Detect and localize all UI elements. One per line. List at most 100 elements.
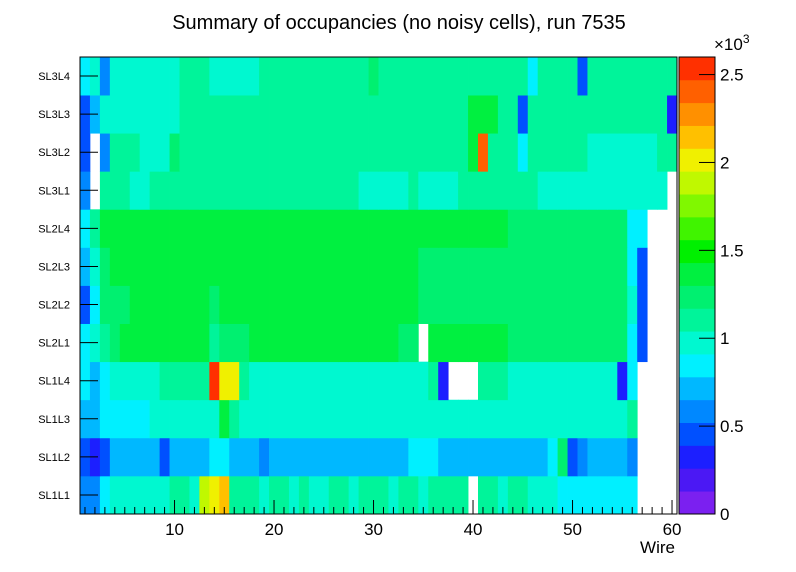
heatmap-cell <box>527 399 539 439</box>
heatmap-cell <box>428 171 439 210</box>
colorbar-frame <box>678 56 716 515</box>
heatmap-cell <box>219 475 230 515</box>
heatmap-cell <box>229 171 240 210</box>
heatmap-cell <box>199 323 210 363</box>
heatmap-cell <box>517 133 529 172</box>
heatmap-cell <box>169 437 180 477</box>
heatmap-cell <box>149 323 160 363</box>
heatmap-cell <box>159 437 170 477</box>
heatmap-cell <box>567 399 578 439</box>
heatmap-cell <box>617 475 628 515</box>
heatmap-cell <box>517 95 529 134</box>
heatmap-cell <box>468 133 479 172</box>
y-tick-label: SL1L4 <box>38 376 70 388</box>
heatmap-cell <box>239 285 250 324</box>
heatmap-cell <box>239 57 250 96</box>
heatmap-cell <box>139 323 151 363</box>
heatmap-cell <box>478 399 489 439</box>
heatmap-cell <box>149 437 160 477</box>
heatmap-cell <box>139 399 151 439</box>
heatmap-cell <box>577 209 588 248</box>
heatmap-cell <box>348 475 359 515</box>
heatmap-cell <box>179 209 190 248</box>
heatmap-cell <box>308 361 320 401</box>
heatmap-cell <box>159 171 170 210</box>
heatmap-cell <box>617 285 628 324</box>
heatmap-cell <box>298 247 310 286</box>
heatmap-cell <box>647 171 658 210</box>
heatmap-cell <box>298 323 310 363</box>
heatmap-cell <box>308 323 320 363</box>
heatmap-cell <box>497 361 509 401</box>
heatmap-cell <box>358 399 369 439</box>
heatmap-cell <box>99 209 111 248</box>
heatmap-cell <box>547 247 558 286</box>
heatmap-cell <box>408 475 419 515</box>
heatmap-cell <box>527 57 539 96</box>
heatmap-cell <box>418 95 429 134</box>
heatmap-cell <box>139 133 151 172</box>
colorbar-segment <box>679 422 715 446</box>
heatmap-cell <box>99 437 111 477</box>
heatmap-cell <box>229 285 240 324</box>
heatmap-cell <box>597 285 608 324</box>
heatmap-cell <box>557 437 568 477</box>
heatmap-cell <box>428 475 439 515</box>
y-tick-label: SL3L3 <box>38 109 70 121</box>
heatmap-cell <box>408 209 419 248</box>
y-tick-label: SL3L1 <box>38 185 70 197</box>
heatmap-cell <box>368 437 379 477</box>
heatmap-cell <box>259 133 270 172</box>
heatmap-cell <box>607 475 618 515</box>
heatmap-cell <box>219 399 230 439</box>
heatmap-cell <box>338 247 350 286</box>
heatmap-cell <box>99 247 111 286</box>
heatmap-cell <box>458 247 469 286</box>
heatmap-cell <box>219 171 230 210</box>
colorbar-tick-label: 2 <box>720 153 729 172</box>
heatmap-cell <box>109 133 121 172</box>
heatmap-cell <box>448 247 459 286</box>
heatmap-cell <box>338 209 350 248</box>
heatmap-cell <box>637 209 648 248</box>
heatmap-cell <box>279 247 290 286</box>
heatmap-cell <box>517 399 529 439</box>
heatmap-cell <box>229 247 240 286</box>
colorbar-segment <box>679 148 715 172</box>
heatmap-cell <box>239 209 250 248</box>
colorbar-segment <box>679 125 715 149</box>
heatmap-cell <box>189 95 200 134</box>
heatmap-cell <box>378 95 389 134</box>
heatmap-cell <box>617 209 628 248</box>
heatmap-cell <box>279 437 290 477</box>
heatmap-cell <box>428 285 439 324</box>
heatmap-cells <box>80 57 678 515</box>
heatmap-cell <box>497 399 509 439</box>
heatmap-cell <box>219 437 230 477</box>
heatmap-cell <box>487 95 499 134</box>
heatmap-cell <box>408 95 419 134</box>
heatmap-cell <box>527 323 539 363</box>
heatmap-cell <box>229 475 240 515</box>
heatmap-cell <box>527 285 539 324</box>
heatmap-cell <box>487 209 499 248</box>
x-tick-label: 60 <box>663 520 682 539</box>
heatmap-cell <box>667 95 678 134</box>
y-tick-label: SL2L4 <box>38 223 70 235</box>
heatmap-cell <box>428 133 439 172</box>
heatmap-cell <box>448 133 459 172</box>
y-tick-label: SL2L2 <box>38 300 70 312</box>
heatmap-cell <box>219 285 230 324</box>
heatmap-cell <box>527 437 539 477</box>
heatmap-cell <box>159 323 170 363</box>
heatmap-cell <box>209 475 220 515</box>
heatmap-cell <box>189 285 200 324</box>
heatmap-cell <box>438 437 449 477</box>
heatmap-cell <box>308 171 320 210</box>
heatmap-cell <box>179 475 190 515</box>
heatmap-cell <box>587 209 598 248</box>
heatmap-cell <box>418 399 429 439</box>
heatmap-cell <box>199 57 210 96</box>
heatmap-cell <box>308 475 320 515</box>
heatmap-cell <box>438 171 449 210</box>
